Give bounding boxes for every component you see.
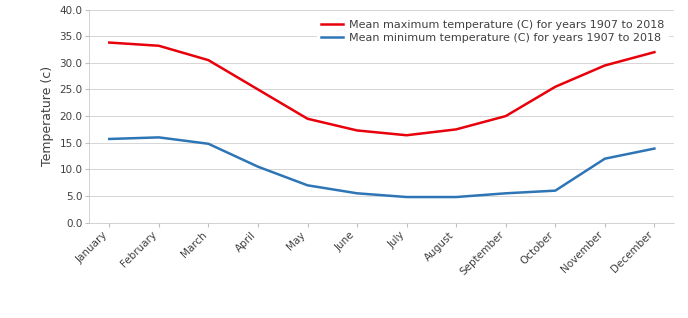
Mean maximum temperature (C) for years 1907 to 2018 <box>204 58 213 62</box>
Mean minimum temperature (C) for years 1907 to 2018 <box>353 191 361 195</box>
Mean minimum temperature (C) for years 1907 to 2018 <box>650 147 658 150</box>
Mean maximum temperature (C) for years 1907 to 2018 <box>254 87 262 91</box>
Mean maximum temperature (C) for years 1907 to 2018 <box>105 41 114 45</box>
Mean maximum temperature (C) for years 1907 to 2018 <box>303 117 312 121</box>
Mean maximum temperature (C) for years 1907 to 2018 <box>502 114 510 118</box>
Mean maximum temperature (C) for years 1907 to 2018 <box>402 133 411 137</box>
Mean minimum temperature (C) for years 1907 to 2018 <box>402 195 411 199</box>
Mean maximum temperature (C) for years 1907 to 2018 <box>650 50 658 54</box>
Y-axis label: Temperature (c): Temperature (c) <box>41 66 54 166</box>
Legend: Mean maximum temperature (C) for years 1907 to 2018, Mean minimum temperature (C: Mean maximum temperature (C) for years 1… <box>316 15 669 47</box>
Mean minimum temperature (C) for years 1907 to 2018 <box>105 137 114 141</box>
Mean minimum temperature (C) for years 1907 to 2018 <box>551 189 559 192</box>
Mean minimum temperature (C) for years 1907 to 2018 <box>303 183 312 187</box>
Line: Mean maximum temperature (C) for years 1907 to 2018: Mean maximum temperature (C) for years 1… <box>109 43 654 135</box>
Mean maximum temperature (C) for years 1907 to 2018 <box>601 64 609 67</box>
Mean minimum temperature (C) for years 1907 to 2018 <box>204 142 213 146</box>
Mean minimum temperature (C) for years 1907 to 2018 <box>254 165 262 169</box>
Mean minimum temperature (C) for years 1907 to 2018 <box>601 157 609 161</box>
Line: Mean minimum temperature (C) for years 1907 to 2018: Mean minimum temperature (C) for years 1… <box>109 137 654 197</box>
Mean minimum temperature (C) for years 1907 to 2018 <box>502 191 510 195</box>
Mean maximum temperature (C) for years 1907 to 2018 <box>353 128 361 132</box>
Mean minimum temperature (C) for years 1907 to 2018 <box>452 195 460 199</box>
Mean minimum temperature (C) for years 1907 to 2018 <box>155 135 163 139</box>
Mean maximum temperature (C) for years 1907 to 2018 <box>452 128 460 131</box>
Mean maximum temperature (C) for years 1907 to 2018 <box>551 85 559 89</box>
Mean maximum temperature (C) for years 1907 to 2018 <box>155 44 163 48</box>
